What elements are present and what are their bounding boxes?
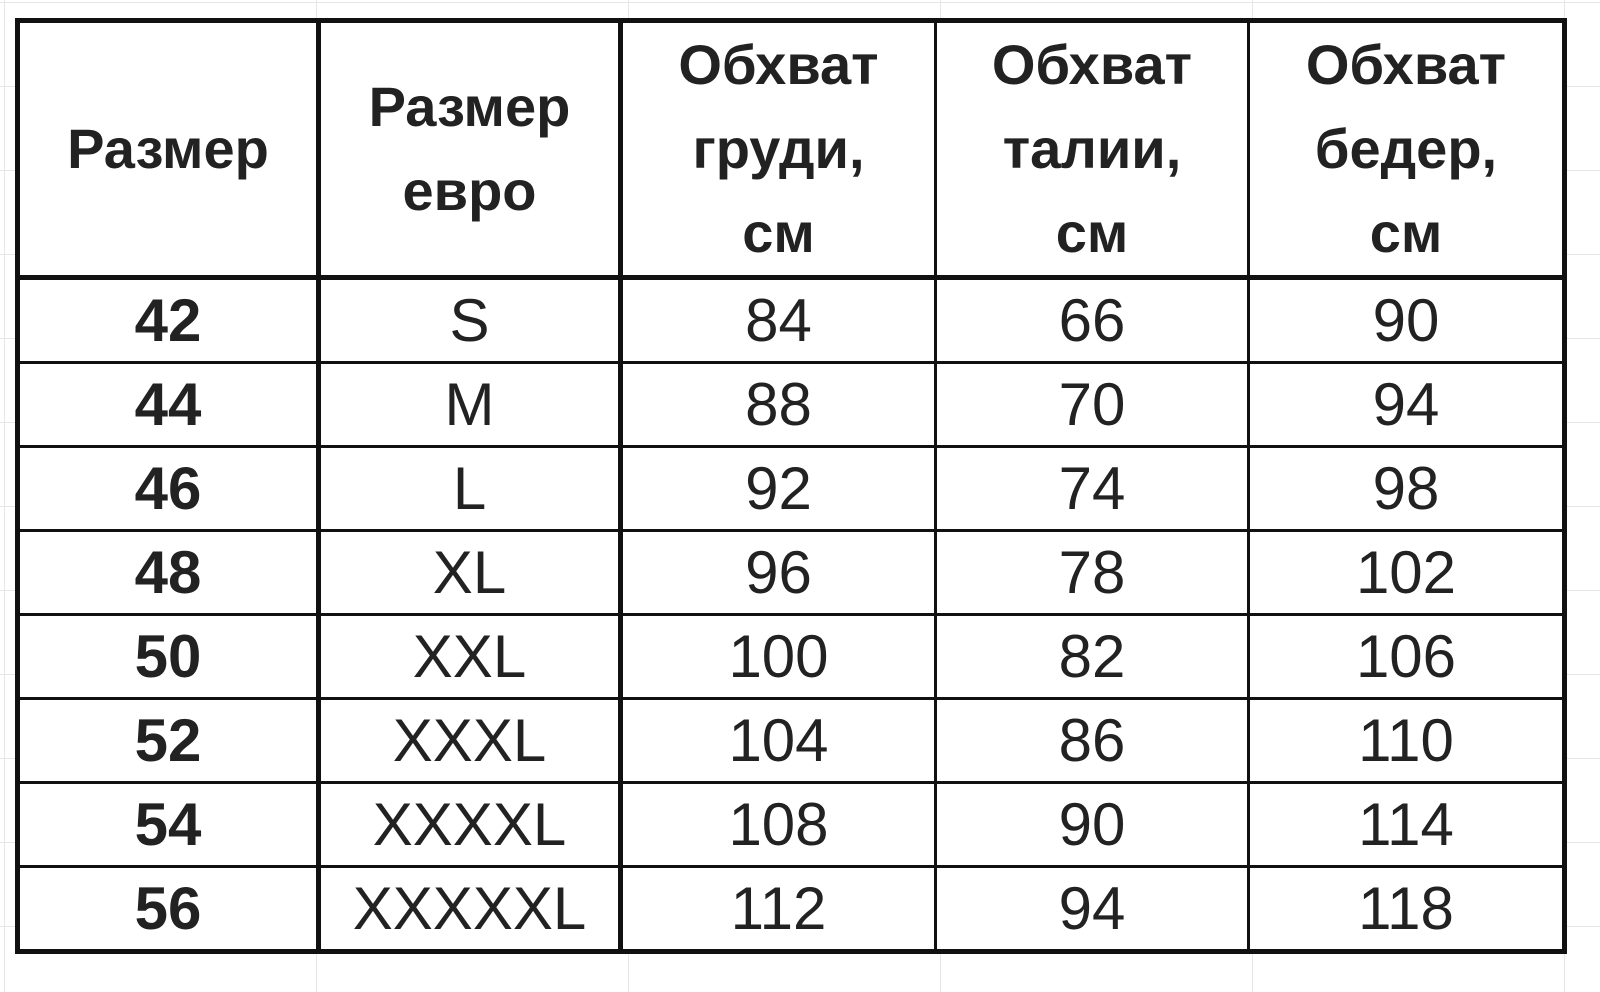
table-row: 54 XXXXL 108 90 114: [16, 781, 1566, 868]
table-row: 46 L 92 74 98: [16, 445, 1566, 532]
header-line: талии,: [1002, 117, 1182, 180]
table-row: 48 XL 96 78 102: [16, 529, 1566, 616]
cell-euro-size: XL: [317, 529, 623, 616]
cell-chest: 100: [619, 613, 937, 700]
header-line: Размер: [368, 75, 571, 138]
cell-size: 50: [16, 613, 321, 700]
cell-size: 52: [16, 697, 321, 784]
table-row: 56 XXXXXL 112 94 118: [16, 865, 1566, 953]
header-euro-size: Размер евро: [317, 19, 623, 280]
cell-size: 54: [16, 781, 321, 868]
cell-chest: 96: [619, 529, 937, 616]
cell-euro-size: XXXXL: [317, 781, 623, 868]
cell-waist: 66: [934, 276, 1250, 364]
header-line: Обхват: [991, 33, 1193, 96]
cell-size: 42: [16, 276, 321, 364]
header-chest: Обхват груди, см: [619, 19, 937, 280]
table-row: 44 M 88 70 94: [16, 361, 1566, 448]
cell-size: 46: [16, 445, 321, 532]
cell-hips: 98: [1247, 445, 1566, 532]
cell-waist: 78: [934, 529, 1250, 616]
header-line: груди,: [692, 117, 865, 180]
cell-hips: 90: [1247, 276, 1566, 364]
cell-chest: 112: [619, 865, 937, 953]
header-line: Обхват: [1305, 33, 1507, 96]
cell-hips: 110: [1247, 697, 1566, 784]
size-chart-table: Размер Размер евро Обхват груди, см Обхват тали…: [15, 18, 1567, 954]
cell-chest: 108: [619, 781, 937, 868]
header-line: см: [1369, 201, 1443, 264]
cell-euro-size: S: [317, 276, 623, 364]
cell-waist: 82: [934, 613, 1250, 700]
table-row: 50 XXL 100 82 106: [16, 613, 1566, 700]
cell-euro-size: L: [317, 445, 623, 532]
cell-euro-size: XXXL: [317, 697, 623, 784]
cell-size: 56: [16, 865, 321, 953]
cell-chest: 88: [619, 361, 937, 448]
cell-euro-size: XXXXXL: [317, 865, 623, 953]
header-line: см: [1055, 201, 1129, 264]
cell-hips: 114: [1247, 781, 1566, 868]
cell-chest: 104: [619, 697, 937, 784]
header-size: Размер: [16, 19, 321, 280]
cell-hips: 102: [1247, 529, 1566, 616]
header-waist: Обхват талии, см: [934, 19, 1250, 280]
cell-size: 44: [16, 361, 321, 448]
cell-chest: 84: [619, 276, 937, 364]
table-row: 52 XXXL 104 86 110: [16, 697, 1566, 784]
cell-hips: 106: [1247, 613, 1566, 700]
header-line: Обхват: [678, 33, 879, 96]
table-row: 42 S 84 66 90: [16, 276, 1566, 364]
cell-waist: 74: [934, 445, 1250, 532]
header-row: Размер Размер евро Обхват груди, см Обхват тали…: [16, 19, 1566, 280]
cell-waist: 86: [934, 697, 1250, 784]
cell-waist: 94: [934, 865, 1250, 953]
cell-chest: 92: [619, 445, 937, 532]
cell-hips: 118: [1247, 865, 1566, 953]
header-line: Размер: [67, 117, 269, 180]
cell-hips: 94: [1247, 361, 1566, 448]
header-line: евро: [402, 159, 537, 222]
header-line: бедер,: [1314, 117, 1498, 180]
header-line: см: [742, 201, 815, 264]
header-hips: Обхват бедер, см: [1247, 19, 1566, 280]
cell-euro-size: M: [317, 361, 623, 448]
cell-euro-size: XXL: [317, 613, 623, 700]
cell-waist: 70: [934, 361, 1250, 448]
cell-waist: 90: [934, 781, 1250, 868]
cell-size: 48: [16, 529, 321, 616]
